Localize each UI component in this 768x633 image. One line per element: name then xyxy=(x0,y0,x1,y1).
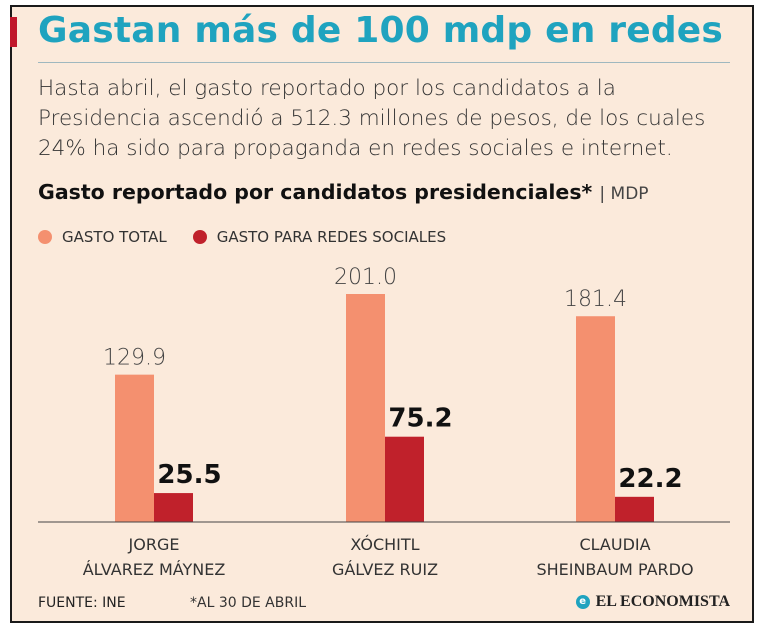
data-label-total-1: 201.0 xyxy=(334,265,397,290)
date-footnote: *AL 30 DE ABRIL xyxy=(190,595,307,611)
legend-swatch-redes xyxy=(192,230,207,244)
chart-unit: | MDP xyxy=(599,184,649,204)
bar-redes-2 xyxy=(615,496,654,522)
legend-item-redes: GASTO PARA REDES SOCIALES xyxy=(192,228,447,246)
data-label-redes-1: 75.2 xyxy=(388,404,452,434)
legend-swatch-total xyxy=(38,230,52,244)
category-label-1-1: GÁLVEZ RUIZ xyxy=(332,560,438,579)
legend-label-redes: GASTO PARA REDES SOCIALES xyxy=(216,228,447,246)
title-divider xyxy=(38,62,730,63)
bar-chart: 129.9 25.5 JORGE ÁLVAREZ MÁYNEZ 201.0 75.2 XÓC… xyxy=(38,265,730,579)
category-label-2-1: SHEINBAUM PARDO xyxy=(536,560,693,579)
source-note: FUENTE: INE xyxy=(38,595,126,611)
data-label-redes-0: 25.5 xyxy=(157,460,221,490)
bar-total-1 xyxy=(346,294,385,522)
category-label-1-0: XÓCHITL xyxy=(350,535,419,554)
legend-item-total: GASTO TOTAL xyxy=(38,228,167,246)
brand-logo: e EL ECONOMISTA xyxy=(575,593,730,611)
category-label-0-0: JORGE xyxy=(128,535,180,554)
bar-total-2 xyxy=(576,316,615,522)
bar-redes-1 xyxy=(385,436,424,522)
legend-label-total: GASTO TOTAL xyxy=(62,228,167,246)
bar-redes-0 xyxy=(154,493,193,522)
category-label-2-0: CLAUDIA xyxy=(579,535,650,554)
intro-text: Hasta abril, el gasto reportado por los … xyxy=(38,76,706,161)
data-label-redes-2: 22.2 xyxy=(618,464,682,494)
bar-total-0 xyxy=(115,374,154,522)
data-label-total-0: 129.9 xyxy=(103,346,166,371)
category-label-0-1: ÁLVAREZ MÁYNEZ xyxy=(83,560,226,579)
chart-title-text: Gasto reportado por candidatos presidenc… xyxy=(38,180,593,204)
data-label-total-2: 181.4 xyxy=(564,287,627,312)
chart-legend: GASTO TOTAL GASTO PARA REDES SOCIALES xyxy=(38,228,472,246)
brand-name: EL ECONOMISTA xyxy=(595,593,730,610)
brand-icon: e xyxy=(575,595,590,609)
page-title: Gastan más de 100 mdp en redes xyxy=(38,10,724,51)
chart-title: Gasto reportado por candidatos presidenc… xyxy=(38,180,649,204)
title-accent-bar xyxy=(10,17,17,47)
